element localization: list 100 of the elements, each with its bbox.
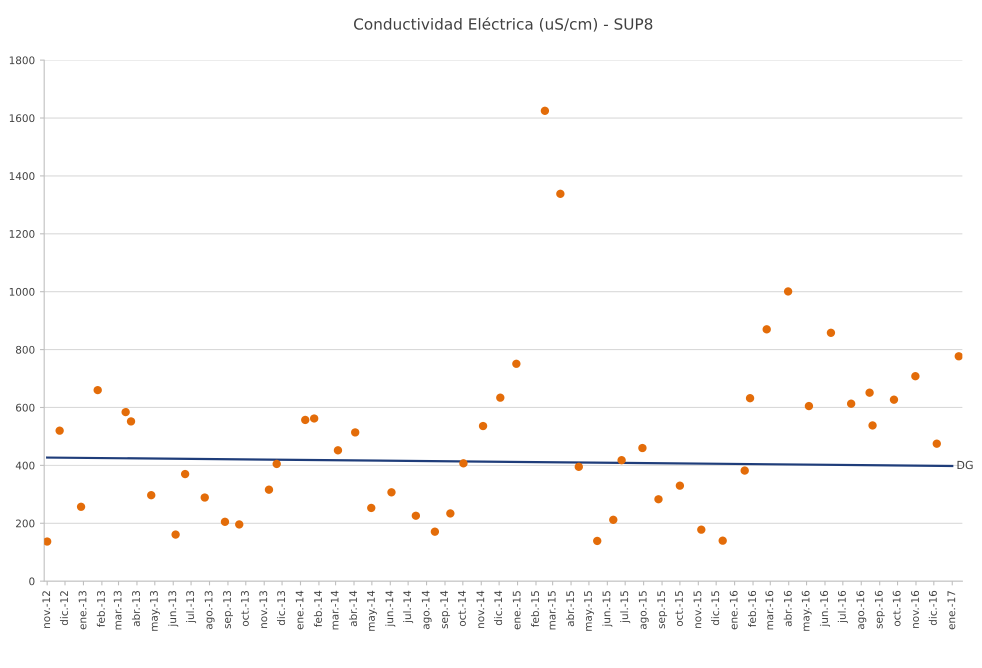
x-tick-label: ene.-17 bbox=[948, 591, 956, 630]
x-tick-label: abr.-15 bbox=[566, 591, 574, 626]
x-tick-label: nov.-14 bbox=[476, 590, 484, 628]
x-tick-label: feb.-14 bbox=[314, 590, 322, 627]
point bbox=[478, 422, 488, 430]
point bbox=[512, 360, 521, 368]
point bbox=[171, 530, 180, 539]
x-tick-label: mar.-15 bbox=[548, 591, 556, 630]
x-tick-label: ago.-13 bbox=[204, 591, 215, 630]
x-tick-label: oct.-15 bbox=[675, 591, 683, 626]
point bbox=[496, 393, 504, 402]
point bbox=[310, 414, 318, 423]
y-tick-label: 1000 bbox=[10, 288, 34, 296]
x-tick-label: ago.-16 bbox=[856, 590, 866, 630]
x-tick-label: oct.-16 bbox=[892, 590, 901, 626]
point bbox=[367, 504, 376, 512]
x-tick-label: mar.-13 bbox=[114, 591, 122, 630]
point bbox=[865, 388, 874, 397]
point bbox=[846, 400, 856, 408]
point bbox=[654, 495, 663, 504]
point bbox=[264, 486, 274, 494]
x-tick-label: abr.-16 bbox=[784, 590, 792, 626]
point bbox=[911, 372, 920, 380]
point bbox=[932, 439, 941, 448]
x-tick-label: dic.-15 bbox=[711, 591, 720, 626]
x-tick-label: dic.-12 bbox=[60, 591, 68, 626]
x-tick-label: jul.-14 bbox=[403, 590, 414, 624]
point bbox=[94, 386, 102, 394]
x-tick-label: oct.-14 bbox=[458, 590, 466, 626]
point bbox=[697, 525, 706, 534]
y-tick-label: 200 bbox=[16, 519, 34, 528]
x-tick-label: may.-15 bbox=[584, 591, 594, 631]
point bbox=[638, 444, 647, 452]
point bbox=[44, 537, 52, 546]
point bbox=[334, 446, 342, 454]
point bbox=[540, 106, 550, 115]
point bbox=[746, 394, 754, 402]
point bbox=[740, 466, 749, 475]
point bbox=[235, 520, 244, 529]
x-tick-label: abr.-13 bbox=[132, 591, 140, 626]
point bbox=[762, 325, 771, 334]
x-tick-label: jul.-13 bbox=[186, 591, 196, 624]
x-tick-label: nov.-13 bbox=[259, 591, 268, 628]
point bbox=[890, 395, 898, 404]
x-tick-label: ene.-16 bbox=[730, 590, 738, 630]
x-tick-label: dic.-13 bbox=[277, 591, 286, 626]
x-tick-label: dic.-16 bbox=[928, 590, 937, 626]
point bbox=[126, 417, 136, 426]
point bbox=[574, 462, 583, 471]
x-tick-label: ene.-13 bbox=[78, 591, 86, 630]
point bbox=[121, 408, 130, 416]
y-tick-label: 800 bbox=[16, 346, 34, 354]
point bbox=[954, 352, 962, 360]
point bbox=[220, 518, 230, 526]
x-tick-label: mar.-16 bbox=[765, 590, 774, 630]
x-tick-label: may.-16 bbox=[802, 590, 812, 631]
x-tick-label: oct.-13 bbox=[240, 591, 249, 626]
point bbox=[412, 512, 420, 520]
x-tick-label: may.-14 bbox=[367, 590, 377, 631]
point bbox=[200, 493, 209, 502]
x-tick-label: may.-13 bbox=[150, 591, 160, 631]
y-tick-label: 600 bbox=[16, 404, 34, 412]
x-tick-label: nov.-15 bbox=[694, 591, 702, 628]
point bbox=[609, 516, 618, 524]
point bbox=[180, 470, 190, 478]
y-tick-label: 1200 bbox=[10, 230, 34, 238]
point bbox=[387, 488, 396, 496]
y-tick-label: 1800 bbox=[10, 56, 34, 64]
point bbox=[446, 509, 455, 518]
y-tick-label: 1600 bbox=[10, 114, 34, 122]
y-tick-label: 400 bbox=[16, 462, 34, 470]
point bbox=[55, 426, 64, 435]
x-tick-label: feb.-15 bbox=[530, 591, 540, 627]
point bbox=[430, 527, 440, 536]
point bbox=[459, 459, 468, 468]
x-tick-label: mar.-14 bbox=[330, 590, 339, 630]
x-tick-label: nov.-12 bbox=[42, 591, 50, 628]
point bbox=[351, 428, 360, 437]
point bbox=[718, 536, 727, 545]
series-label: DG bbox=[958, 460, 973, 470]
x-tick-label: ago.-15 bbox=[638, 591, 649, 630]
chart-title: Conductividad Eléctrica (uS/cm) - SUP8 bbox=[354, 17, 652, 32]
point bbox=[784, 287, 792, 296]
point bbox=[272, 460, 281, 468]
y-tick-label: 0 bbox=[29, 577, 34, 586]
point bbox=[804, 402, 814, 410]
x-tick-label: feb.-16 bbox=[748, 590, 756, 627]
x-tick-label: sep.-15 bbox=[657, 591, 668, 628]
x-tick-label: dic.-14 bbox=[494, 590, 502, 626]
point bbox=[76, 502, 86, 511]
point bbox=[593, 536, 602, 546]
x-tick-label: jul.-15 bbox=[620, 591, 630, 624]
point bbox=[301, 416, 310, 424]
point bbox=[617, 456, 626, 464]
point bbox=[676, 481, 684, 490]
x-tick-label: sep.-14 bbox=[440, 590, 450, 628]
x-tick-label: sep.-13 bbox=[223, 591, 233, 628]
x-tick-label: ene.-14 bbox=[296, 590, 304, 630]
x-tick-label: jun.-15 bbox=[602, 591, 612, 627]
x-tick-label: jul.-16 bbox=[838, 590, 848, 624]
